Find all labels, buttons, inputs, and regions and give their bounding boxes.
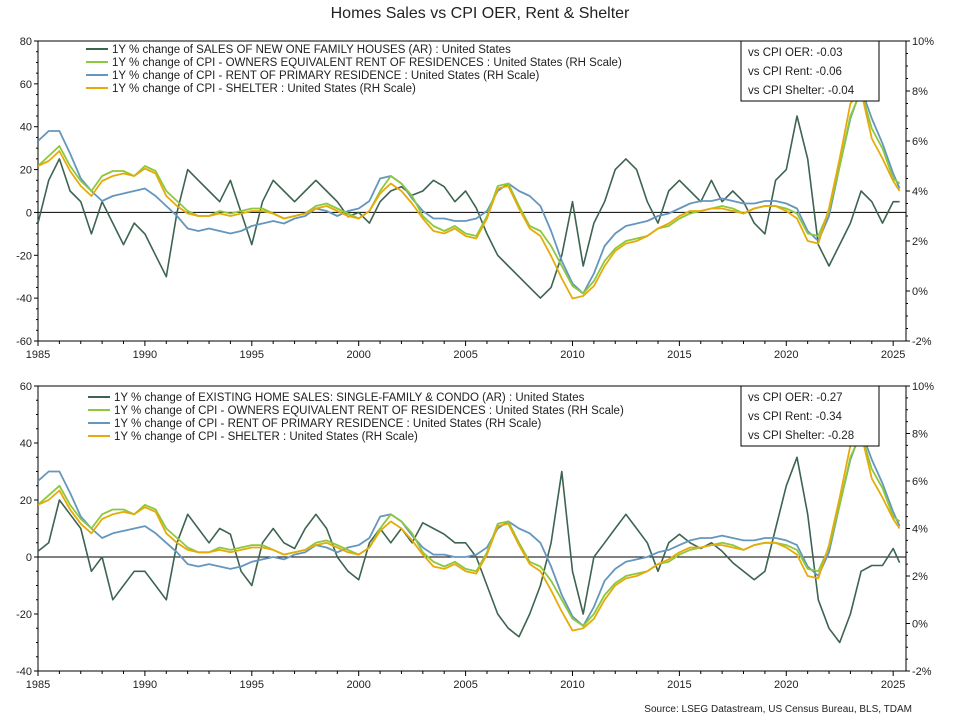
x-tick-label: 2010 [560, 349, 584, 361]
correlation-label: vs CPI Rent: -0.06 [748, 66, 842, 78]
x-tick-label: 2020 [774, 349, 798, 361]
left-tick-label: -60 [16, 336, 32, 348]
legend-label-sales: 1Y % change of SALES OF NEW ONE FAMILY H… [112, 44, 511, 56]
series-line-rent [38, 87, 901, 295]
right-tick-label: -2% [912, 336, 932, 348]
correlation-box [740, 40, 880, 102]
x-tick-label: 1990 [133, 679, 157, 691]
chart-panel-2: -40 -20 0 20 40 60 -2% 0% 2% 4% 6% 8% 10% 1985 1990 199… [16, 381, 934, 691]
left-tick-label: 0 [26, 552, 32, 564]
chart-panel-1: -60 -40 -20 0 20 40 60 80 -2% 0% 2% 4% 6% 8% 10% 1985 19… [16, 36, 934, 361]
right-tick-label: 6% [912, 136, 928, 148]
left-tick-label: 40 [20, 438, 32, 450]
x-tick-label: 2015 [667, 349, 691, 361]
legend-label-oer: 1Y % change of CPI - OWNERS EQUIVALENT R… [114, 405, 624, 417]
legend-label-oer: 1Y % change of CPI - OWNERS EQUIVALENT R… [112, 57, 622, 69]
series-line-shelter [38, 432, 901, 632]
legend-label-sales: 1Y % change of EXISTING HOME SALES: SING… [114, 392, 585, 404]
correlation-label: vs CPI Rent: -0.34 [748, 411, 843, 423]
left-tick-label: -20 [16, 609, 32, 621]
left-tick-label: 0 [26, 207, 32, 219]
left-tick-label: 60 [20, 381, 32, 393]
x-tick-label: 2000 [346, 349, 370, 361]
series-line-shelter [38, 90, 901, 300]
right-tick-label: 10% [912, 381, 934, 393]
left-tick-label: -20 [16, 250, 32, 262]
series-line-rent [38, 430, 901, 627]
correlation-label: vs CPI OER: -0.27 [748, 392, 843, 404]
correlation-box [740, 385, 880, 447]
right-tick-label: 2% [912, 236, 928, 248]
x-tick-label: 1985 [26, 679, 50, 691]
correlation-label: vs CPI OER: -0.03 [748, 47, 843, 59]
right-tick-label: 4% [912, 186, 928, 198]
left-tick-label: 40 [20, 122, 32, 134]
right-tick-label: 8% [912, 86, 928, 98]
legend-label-rent: 1Y % change of CPI - RENT OF PRIMARY RES… [114, 418, 542, 430]
x-tick-label: 2020 [774, 679, 798, 691]
right-tick-label: 6% [912, 476, 928, 488]
correlation-label: vs CPI Shelter: -0.28 [748, 430, 854, 442]
legend-label-shelter: 1Y % change of CPI - SHELTER : United St… [112, 83, 416, 95]
left-tick-label: 80 [20, 36, 32, 48]
right-tick-label: 10% [912, 36, 934, 48]
series-line-oer [38, 90, 901, 295]
x-tick-label: 2005 [453, 349, 477, 361]
x-tick-label: 2025 [881, 679, 905, 691]
legend-label-rent: 1Y % change of CPI - RENT OF PRIMARY RES… [112, 70, 540, 82]
series-line-sales [38, 115, 900, 299]
left-tick-label: -40 [16, 293, 32, 305]
left-tick-label: -40 [16, 666, 32, 678]
legend-label-shelter: 1Y % change of CPI - SHELTER : United St… [114, 431, 418, 443]
right-tick-label: 0% [912, 286, 928, 298]
x-tick-label: 1995 [240, 349, 264, 361]
left-tick-label: 20 [20, 165, 32, 177]
x-tick-label: 2015 [667, 679, 691, 691]
right-tick-label: 4% [912, 524, 928, 536]
correlation-label: vs CPI Shelter: -0.04 [748, 85, 855, 97]
source-note: Source: LSEG Datastream, US Census Burea… [644, 704, 912, 715]
left-tick-label: 60 [20, 79, 32, 91]
x-tick-label: 2000 [346, 679, 370, 691]
chart-title: Homes Sales vs CPI OER, Rent & Shelter [330, 5, 630, 22]
right-tick-label: 2% [912, 571, 928, 583]
x-tick-label: 2025 [881, 349, 905, 361]
right-tick-label: 8% [912, 429, 928, 441]
x-tick-label: 1985 [26, 349, 50, 361]
right-tick-label: 0% [912, 619, 928, 631]
x-tick-label: 1995 [240, 679, 264, 691]
right-tick-label: -2% [912, 666, 932, 678]
series-line-sales [38, 456, 901, 644]
x-tick-label: 2005 [453, 679, 477, 691]
x-tick-label: 2010 [560, 679, 584, 691]
x-tick-label: 1990 [133, 349, 157, 361]
left-tick-label: 20 [20, 495, 32, 507]
